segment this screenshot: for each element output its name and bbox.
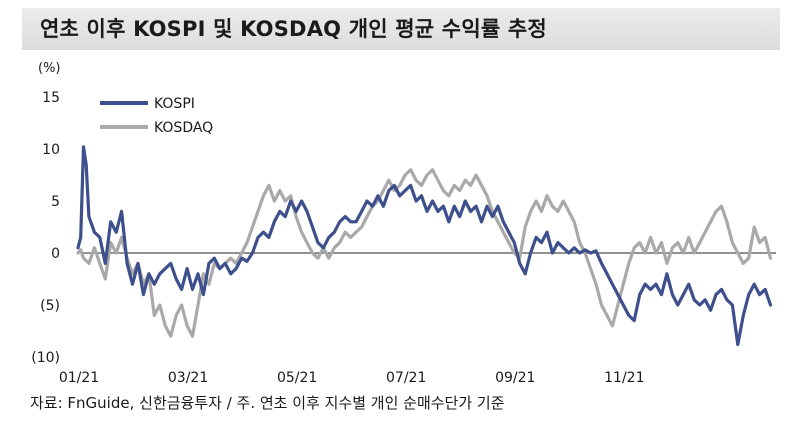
y-tick-label: 5: [51, 194, 60, 210]
series-line-kosdaq: [76, 168, 773, 338]
x-axis-ticks: 01/21 03/21 05/21 07/21 09/21 11/21: [59, 370, 645, 386]
x-tick-label: 09/21: [495, 370, 535, 386]
y-tick-label: 0: [51, 246, 60, 262]
legend-label-kosdaq: KOSDAQ: [154, 120, 213, 136]
series-line-kospi: [76, 145, 773, 347]
y-tick-label: (5): [40, 298, 60, 314]
y-axis-unit: (%): [38, 61, 61, 76]
x-tick-label: 03/21: [168, 370, 208, 386]
y-tick-label: 10: [42, 142, 60, 158]
title-bar: 연초 이후 KOSPI 및 KOSDAQ 개인 평균 수익률 추정: [22, 8, 780, 50]
x-tick-label: 05/21: [277, 370, 317, 386]
legend: KOSPI KOSDAQ: [100, 96, 213, 136]
x-tick-label: 01/21: [59, 370, 99, 386]
chart-title: 연초 이후 KOSPI 및 KOSDAQ 개인 평균 수익률 추정: [40, 17, 547, 41]
legend-label-kospi: KOSPI: [154, 96, 195, 112]
y-tick-label: (10): [31, 350, 60, 366]
source-note: 자료: FnGuide, 신한금융투자 / 주. 연초 이후 지수별 개인 순매…: [30, 394, 505, 412]
x-tick-label: 07/21: [386, 370, 426, 386]
series-lines: [76, 145, 773, 347]
y-axis-ticks: 15 10 5 0 (5) (10): [31, 90, 60, 366]
x-tick-label: 11/21: [604, 370, 644, 386]
y-tick-label: 15: [42, 90, 60, 106]
